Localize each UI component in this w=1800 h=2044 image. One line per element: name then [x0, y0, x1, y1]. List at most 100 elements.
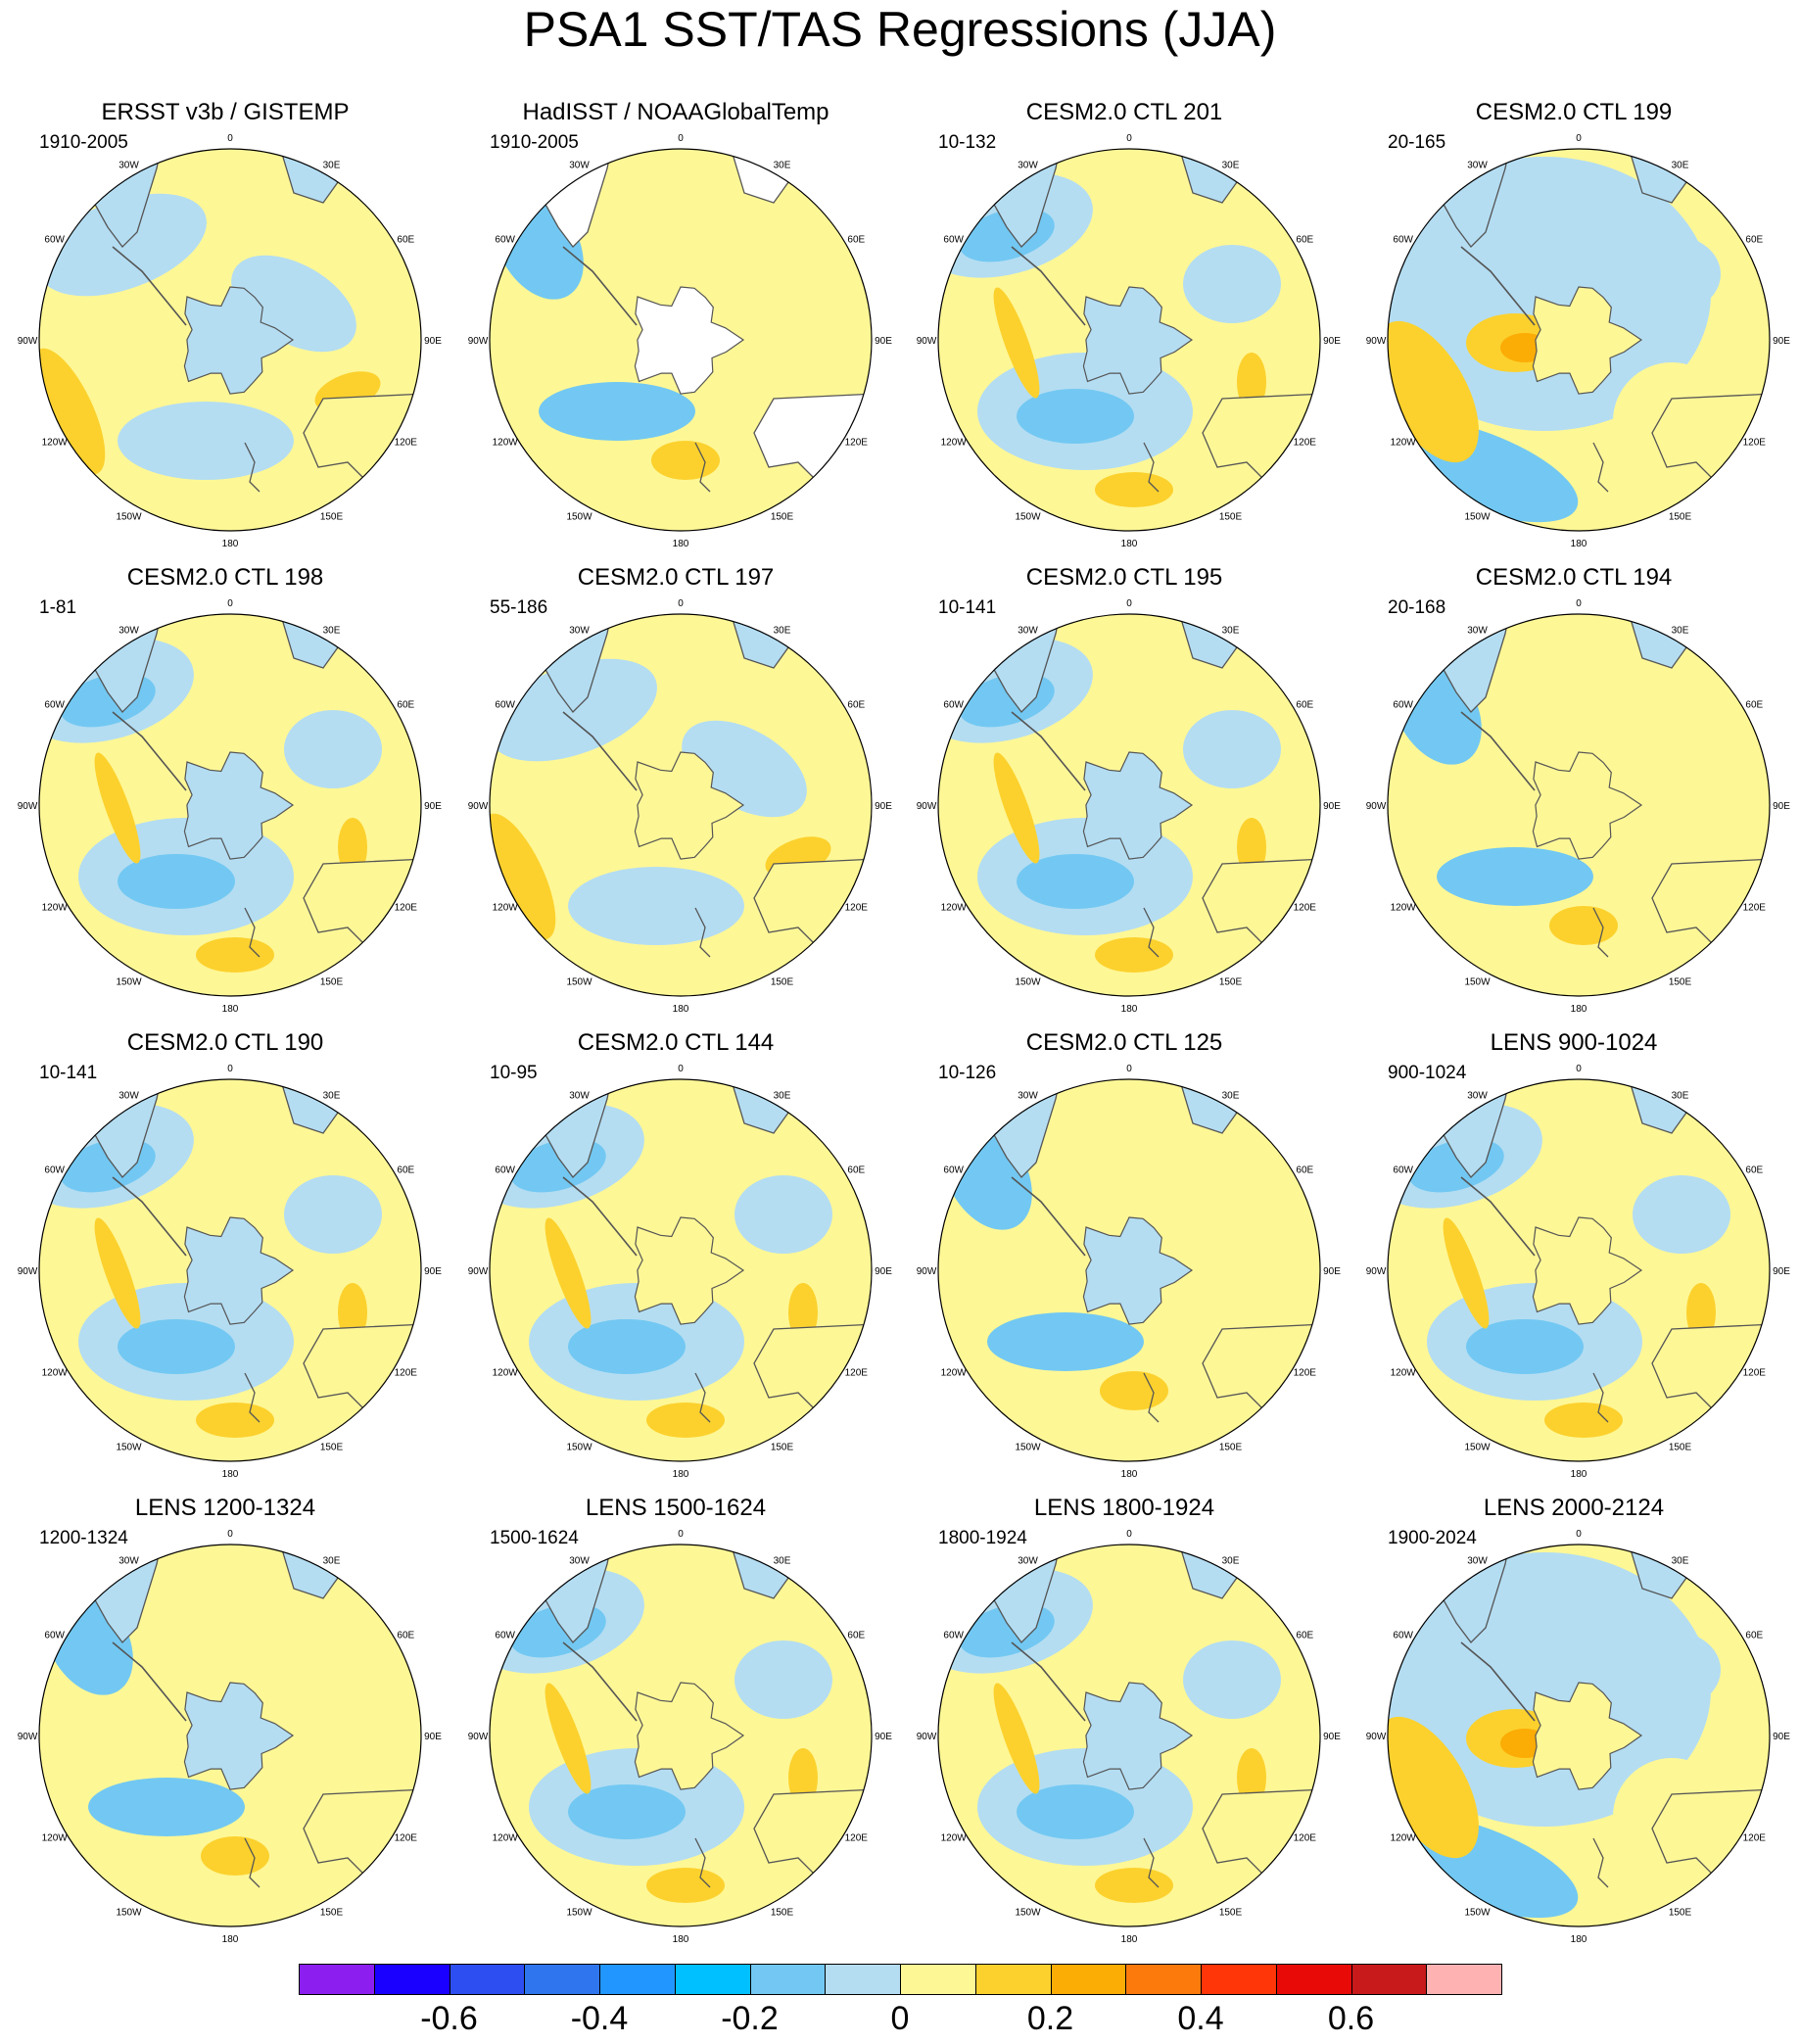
new-zealand-coastline [1143, 442, 1160, 493]
longitude-label: 180 [673, 1934, 689, 1945]
longitude-label: 0 [1126, 1064, 1132, 1074]
year-range: 10-141 [938, 597, 997, 618]
longitude-label: 60W [1393, 700, 1413, 711]
longitude-label: 180 [1571, 539, 1587, 549]
longitude-label: 30W [1467, 161, 1488, 171]
longitude-label: 150E [771, 1907, 794, 1918]
longitude-label: 0 [1126, 133, 1132, 144]
longitude-label: 60E [1296, 235, 1313, 246]
anomaly-region [88, 1778, 245, 1836]
colorbar-swatch [524, 1964, 600, 1995]
longitude-label: 150E [1219, 511, 1243, 522]
colorbar-swatch [749, 1964, 827, 1995]
longitude-label: 30W [1018, 161, 1038, 171]
longitude-label: 120E [845, 903, 869, 914]
anomaly-region [545, 1217, 592, 1329]
longitude-label: 90W [468, 801, 489, 812]
longitude-label: 30E [1222, 626, 1240, 637]
longitude-label: 120E [1294, 1833, 1317, 1844]
longitude-label: 120W [493, 1833, 519, 1844]
longitude-label: 120W [42, 438, 69, 449]
longitude-label: 30E [1672, 1556, 1689, 1567]
longitude-label: 30E [323, 1556, 341, 1567]
panel-title: CESM2.0 CTL 195 [1025, 564, 1223, 591]
antarctic-peninsula [1011, 1641, 1086, 1722]
longitude-label: 0 [1576, 1529, 1582, 1540]
polar-map: 0 30E 60E 90E 120E 150E 180 150W 120W 90W 60W 30W [468, 1064, 893, 1480]
new-zealand-coastline [1592, 1837, 1609, 1888]
panel-title: CESM2.0 CTL 190 [126, 1029, 324, 1056]
colorbar-tick-label: -0.2 [721, 2000, 779, 2037]
longitude-label: 90W [18, 1732, 38, 1742]
longitude-label: 60W [495, 1631, 515, 1641]
longitude-label: 60E [1745, 700, 1763, 711]
year-range: 1910-2005 [39, 132, 128, 153]
colorbar-swatch [974, 1964, 1052, 1995]
longitude-label: 150W [1015, 1907, 1041, 1918]
anomaly-region [568, 1319, 686, 1374]
polar-map: 0 30E 60E 90E 120E 150E 180 150W 120W 90W 60W 30W [1366, 1064, 1791, 1480]
longitude-label: 60W [44, 235, 65, 246]
anomaly-region [118, 402, 294, 480]
polar-map: 0 30E 60E 90E 120E 150E 180 150W 120W 90W 60W 30W [468, 133, 893, 549]
antarctica-coastline [183, 1682, 295, 1790]
anomaly-region [568, 867, 744, 945]
longitude-label: 0 [678, 1529, 684, 1540]
antarctic-peninsula [562, 711, 638, 791]
longitude-label: 30E [774, 626, 791, 637]
longitude-label: 60E [847, 235, 865, 246]
longitude-label: 120E [1743, 1368, 1767, 1379]
longitude-label: 30W [1018, 1556, 1038, 1567]
longitude-label: 150E [771, 976, 794, 987]
longitude-label: 30E [774, 161, 791, 171]
longitude-label: 0 [227, 133, 233, 144]
new-zealand-coastline [244, 1837, 261, 1888]
longitude-label: 30E [1672, 1091, 1689, 1102]
new-zealand-coastline [244, 442, 261, 493]
polar-map: 0 30E 60E 90E 120E 150E 180 150W 120W 90W 60W 30W [468, 598, 893, 1015]
colorbar-swatch [1275, 1964, 1352, 1995]
longitude-label: 90E [875, 1732, 892, 1742]
longitude-label: 180 [1121, 1004, 1138, 1015]
longitude-label: 30E [1222, 1091, 1240, 1102]
longitude-label: 120E [1294, 1368, 1317, 1379]
antarctica-coastline [1082, 1216, 1194, 1325]
longitude-label: 90E [1323, 801, 1341, 812]
longitude-label: 120W [941, 1833, 968, 1844]
longitude-label: 30W [118, 1556, 139, 1567]
longitude-label: 150W [566, 1442, 592, 1452]
polar-map: 0 30E 60E 90E 120E 150E 180 150W 120W 90W 60W 30W [917, 598, 1342, 1015]
longitude-label: 120W [1391, 903, 1417, 914]
longitude-label: 180 [1571, 1469, 1587, 1480]
longitude-label: 30W [569, 161, 590, 171]
anomaly-region [1437, 847, 1593, 906]
longitude-label: 30E [1222, 1556, 1240, 1567]
longitude-label: 60E [397, 1631, 414, 1641]
map-boundary [489, 1078, 873, 1462]
longitude-label: 60E [1296, 1165, 1313, 1176]
longitude-label: 90W [1366, 801, 1387, 812]
anomaly-region [734, 1640, 832, 1719]
anomaly-region [1183, 1146, 1261, 1205]
map-boundary [38, 613, 422, 997]
longitude-label: 180 [1121, 1934, 1138, 1945]
anomaly-region [284, 710, 382, 788]
longitude-label: 30E [323, 626, 341, 637]
antarctica-coastline [634, 1216, 745, 1325]
map-boundary [937, 1544, 1321, 1927]
anomaly-region [118, 854, 235, 909]
antarctica-coastline [1082, 286, 1194, 395]
new-zealand-coastline [694, 442, 711, 493]
longitude-label: 150E [1669, 1907, 1692, 1918]
new-zealand-coastline [694, 1837, 711, 1888]
longitude-label: 60E [397, 1165, 414, 1176]
antarctic-peninsula [1011, 246, 1086, 326]
anomaly-region [490, 813, 556, 940]
map-panel: 0 30E 60E 90E 120E 150E 180 150W 120W 90W 60W 30W LE… [1349, 1494, 1799, 1954]
antarctica-coastline [183, 1216, 295, 1325]
map-boundary [1387, 613, 1771, 997]
longitude-label: 90W [1366, 1732, 1387, 1742]
longitude-label: 90E [875, 336, 892, 347]
longitude-label: 120W [1391, 1368, 1417, 1379]
map-boundary [489, 1544, 873, 1927]
